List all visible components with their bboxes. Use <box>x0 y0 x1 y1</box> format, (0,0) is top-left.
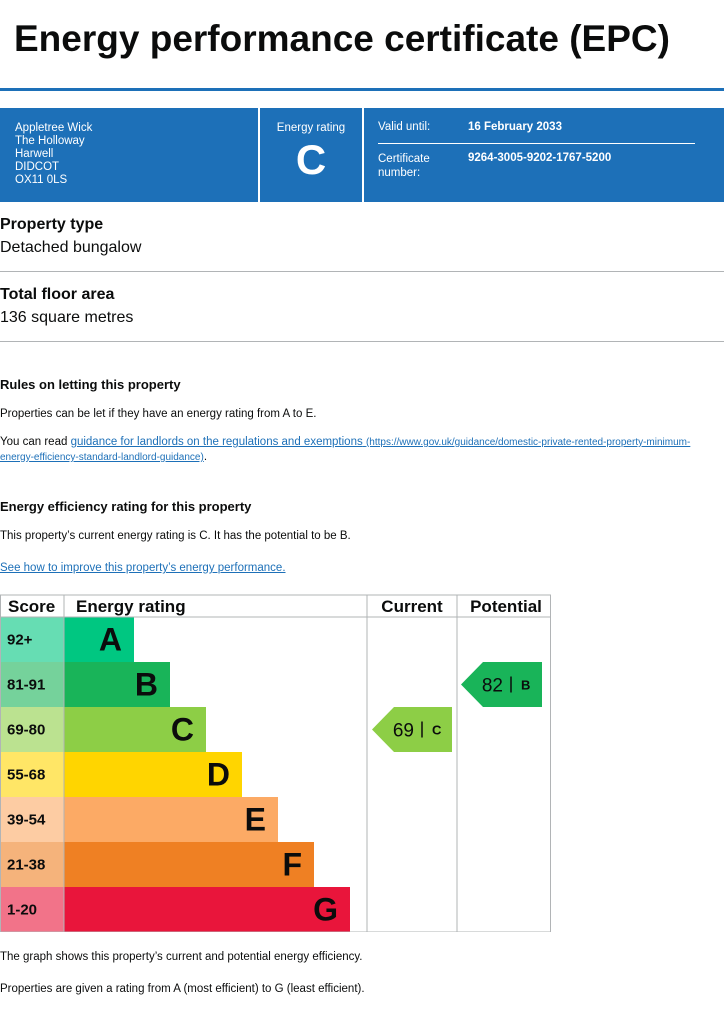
valid-until: 16 February 2033 <box>468 121 562 133</box>
epc-graph: 92+ A 81-91 B 69-80 C 55-68 D 39-54 E 21-38 F 1-20 G S… <box>0 594 551 932</box>
band-letter: A <box>99 622 122 658</box>
potential-arrow <box>461 662 542 707</box>
column-header: Potential <box>470 597 542 616</box>
column-header: Score <box>8 597 55 616</box>
band-bar <box>64 707 206 752</box>
band-letter: D <box>207 757 230 793</box>
current-arrow <box>372 707 452 752</box>
score-cell <box>0 617 65 662</box>
property-type: Detached bungalow <box>0 239 142 256</box>
valid-until-label: Valid until: <box>378 121 431 133</box>
score: 1-20 <box>7 902 37 919</box>
rules-heading: Rules on letting this property <box>0 377 181 392</box>
score-cell <box>0 887 65 932</box>
guidance-paragraph: You can read guidance for landlords on t… <box>0 435 715 465</box>
rule <box>0 271 724 272</box>
band-letter: B <box>135 667 158 703</box>
rules-text: Properties can be let if they have an en… <box>0 408 317 420</box>
separator <box>378 143 695 144</box>
score-cell <box>0 707 65 752</box>
band-bar <box>64 617 134 662</box>
column-header: Energy rating <box>76 597 186 616</box>
footer-text: Properties are given a rating from A (mo… <box>0 983 365 995</box>
score: 55-68 <box>7 767 45 784</box>
improve-link[interactable]: See how to improve this property’s energ… <box>0 562 286 574</box>
address-line: OX11 0LS <box>15 174 68 186</box>
score-cell <box>0 797 65 842</box>
title: Energy performance certificate (EPC) <box>14 18 670 59</box>
summary-box: Appletree Wick The Holloway Harwell DIDCOT O… <box>0 108 724 202</box>
current-value: 69 <box>393 721 414 742</box>
band-letter: G <box>313 892 338 928</box>
score: 92+ <box>7 632 33 649</box>
efficiency-text: This property’s current energy rating is… <box>0 530 351 542</box>
floor-area: 136 square metres <box>0 309 134 326</box>
text: You can read <box>0 436 68 448</box>
certificate-number: 9264-3005-9202-1767-5200 <box>468 152 612 164</box>
text: . <box>203 451 208 463</box>
divider <box>362 108 364 202</box>
band-bar <box>64 887 350 932</box>
address-line: Harwell <box>15 148 54 160</box>
efficiency-heading: Energy efficiency rating for this proper… <box>0 499 252 514</box>
column-header: Current <box>381 597 443 616</box>
address-line: The Holloway <box>15 135 85 147</box>
score-cell <box>0 842 65 887</box>
band-letter: C <box>171 712 194 748</box>
band-bar <box>64 842 314 887</box>
potential-value: 82 <box>482 676 503 697</box>
score: 69-80 <box>7 722 45 739</box>
certificate-number-label: Certificate number: <box>378 153 430 179</box>
energy-rating: C <box>295 136 327 183</box>
band-letter: F <box>282 847 302 883</box>
address-line: Appletree Wick <box>15 122 93 134</box>
address-line: DIDCOT <box>15 161 60 173</box>
guidance-link[interactable]: guidance for landlords on the regulation… <box>0 436 690 463</box>
score: 39-54 <box>7 812 46 829</box>
graph-border <box>0 594 551 932</box>
rule <box>0 341 724 342</box>
energy-rating-label: Energy rating <box>276 122 346 134</box>
score-cell <box>0 662 65 707</box>
property-type-label: Property type <box>0 216 104 233</box>
floor-area-label: Total floor area <box>0 286 115 303</box>
band-bar <box>64 797 278 842</box>
potential-band: B <box>521 678 530 693</box>
footer-text: The graph shows this property’s current … <box>0 951 363 963</box>
current-band: C <box>432 723 442 738</box>
link-url: (https://www.gov.uk/guidance/domestic-pr… <box>0 437 691 463</box>
title-rule <box>0 88 724 91</box>
score: 81-91 <box>7 677 45 694</box>
address: Appletree Wick The Holloway Harwell DIDCOT O… <box>15 122 92 187</box>
divider <box>258 108 260 202</box>
band-letter: E <box>245 802 266 838</box>
score: 21-38 <box>7 857 45 874</box>
band-bar <box>64 752 242 797</box>
link-text: guidance for landlords on the regulation… <box>70 436 363 448</box>
score-cell <box>0 752 65 797</box>
band-bar <box>64 662 170 707</box>
